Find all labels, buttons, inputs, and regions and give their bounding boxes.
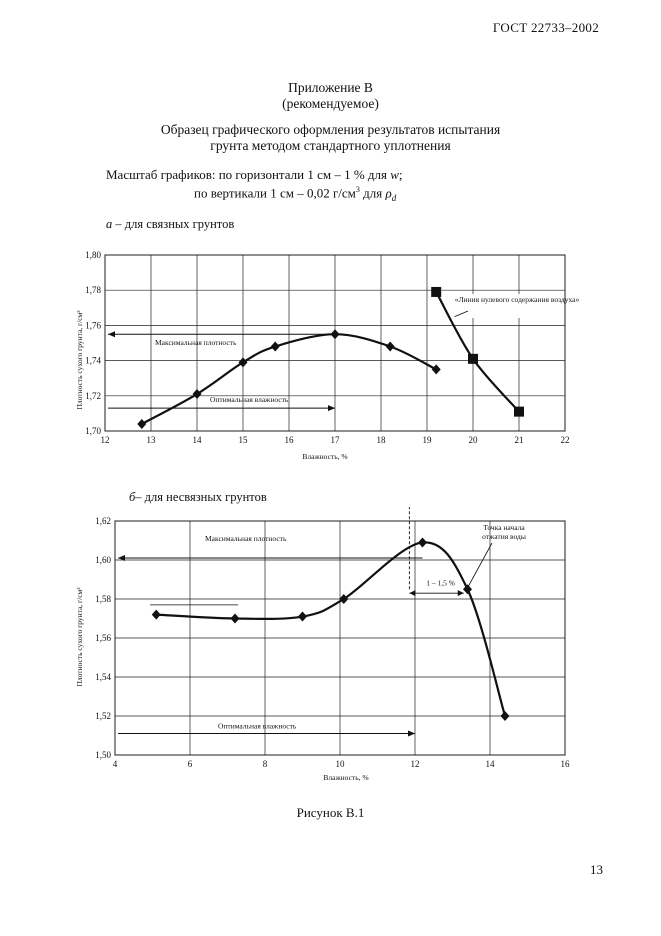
chart-b-ticks: 4 6 8 10 12 14 16 1,50 1,52 1,54 1,56 1,58 1,60 1,62: [95, 516, 570, 769]
diamond-marker: [151, 609, 161, 620]
y-tick-label: 1,80: [85, 250, 101, 260]
x-tick-label: 12: [101, 435, 110, 445]
opt-moisture-arrow-head: [408, 730, 415, 737]
y-tick-label: 1,54: [95, 672, 111, 682]
figure-caption: Рисунок В.1: [296, 805, 365, 820]
x-tick-label: 16: [285, 435, 295, 445]
square-marker: [468, 353, 478, 364]
x-tick-label: 15: [239, 435, 249, 445]
y-tick-label: 1,60: [95, 555, 111, 565]
x-tick-label: 20: [469, 435, 479, 445]
appendix-title: Приложение В: [288, 80, 373, 95]
x-tick-label: 19: [423, 435, 433, 445]
section-b-label: б– для несвязных грунтов: [129, 490, 267, 504]
y-tick-label: 1,74: [85, 356, 101, 366]
x-tick-label: 13: [147, 435, 157, 445]
scale-line-vertical: по вертикали 1 см – 0,02 г/см3 для ρd: [194, 185, 397, 203]
diamond-marker: [137, 418, 147, 429]
chart-a-annotations: Максимальная плотность Оптимальная влажно…: [108, 294, 580, 412]
appendix-heading-line1: Образец графического оформления результа…: [160, 122, 501, 137]
y-tick-label: 1,52: [95, 711, 111, 721]
chart-b-lines: [156, 541, 507, 717]
opt-moisture-arrow-head: [328, 405, 335, 412]
diamond-marker: [339, 594, 349, 604]
scale-line-horizontal: Масштаб графиков: по горизонтали 1 см – …: [106, 167, 403, 182]
diamond-marker: [192, 389, 202, 400]
chart-a-grid: [104, 254, 566, 432]
chart-a-markers: [137, 286, 524, 429]
opt-moisture-label: Оптимальная влажность: [210, 395, 289, 404]
chart-a: 12 13 14 15 16 17 18 19 20 21 22 1,70 1,72 1,74 1,76 1,…: [75, 250, 580, 461]
square-marker: [514, 406, 524, 417]
x-tick-label: 6: [188, 759, 193, 769]
chart-a-ylabel: Плотность сухого грунта, г/см³: [75, 310, 84, 410]
x-tick-label: 22: [561, 435, 570, 445]
y-tick-label: 1,76: [85, 320, 101, 330]
y-tick-label: 1,70: [85, 426, 101, 436]
appendix-subtitle: (рекомендуемое): [282, 96, 379, 111]
square-marker: [431, 286, 442, 297]
x-tick-label: 10: [336, 759, 346, 769]
y-tick-label: 1,62: [95, 516, 111, 526]
x-tick-label: 16: [561, 759, 571, 769]
x-tick-label: 21: [515, 435, 524, 445]
y-tick-label: 1,72: [85, 391, 101, 401]
diamond-marker: [418, 537, 427, 548]
range-bracket-head-r: [457, 590, 464, 597]
appendix-heading-line2: грунта методом стандартного уплотнения: [210, 138, 451, 153]
chart-b: 4 6 8 10 12 14 161,501,521,541,561,581,601,62 …: [75, 507, 570, 782]
diamond-marker: [298, 611, 307, 622]
opt-moisture-label: Оптимальная влажность: [218, 722, 297, 731]
x-tick-label: 12: [411, 759, 420, 769]
max-density-label: Максимальная плотность: [205, 534, 287, 543]
x-tick-label: 14: [193, 435, 203, 445]
chart-a-xlabel: Влажность, %: [302, 452, 347, 461]
diamond-marker: [463, 584, 472, 595]
diamond-marker: [500, 711, 510, 721]
chart-a-ticks: 12 13 14 15 16 17 18 19 20 21 22 1,70 1,72 1,74 1,76 1,…: [85, 250, 569, 445]
chart-b-ylabel: Плотность сухого грунта, г/см³: [75, 587, 84, 687]
standard-header: ГОСТ 22733–2002: [492, 20, 599, 35]
range-bracket-head-l: [409, 590, 416, 597]
y-tick-label: 1,58: [95, 594, 111, 604]
y-tick-label: 1,78: [85, 285, 101, 295]
chart-b-grid: [114, 520, 566, 756]
air-free-label: «Линия нулевого содержания воздуха»: [455, 295, 580, 304]
max-density-label: Максимальная плотность: [155, 338, 237, 347]
water-point-leader: [466, 542, 493, 590]
air-free-label-bg: [468, 294, 564, 318]
page-number: 13: [590, 862, 603, 877]
diamond-marker: [230, 613, 240, 624]
air-free-leader: [454, 310, 469, 317]
x-tick-label: 8: [263, 759, 268, 769]
chart-b-markers: [151, 537, 510, 721]
y-tick-label: 1,56: [95, 633, 111, 643]
diamond-marker: [330, 329, 340, 340]
max-density-arrow-head: [118, 555, 125, 562]
chart-a-lines: [141, 291, 520, 425]
chart-b-annotations: Максимальная плотность Оптимальная влажно…: [118, 507, 526, 737]
max-density-arrow-head: [108, 331, 115, 338]
chart-b-xlabel: Влажность, %: [323, 773, 368, 782]
water-point-label-1: Точка начала: [483, 523, 525, 532]
diamond-marker: [385, 341, 395, 352]
water-point-label-2: отжатия воды: [482, 532, 526, 541]
diamond-marker: [270, 341, 280, 352]
diamond-marker: [238, 357, 248, 368]
x-tick-label: 4: [113, 759, 118, 769]
range-label: 1 – 1,5 %: [426, 578, 455, 587]
x-tick-label: 17: [331, 435, 341, 445]
x-tick-label: 18: [377, 435, 387, 445]
x-tick-label: 14: [486, 759, 496, 769]
section-a-label: а – для связных грунтов: [106, 217, 235, 231]
y-tick-label: 1,50: [95, 750, 111, 760]
series-line-0: [156, 541, 507, 717]
diamond-marker: [431, 364, 441, 375]
